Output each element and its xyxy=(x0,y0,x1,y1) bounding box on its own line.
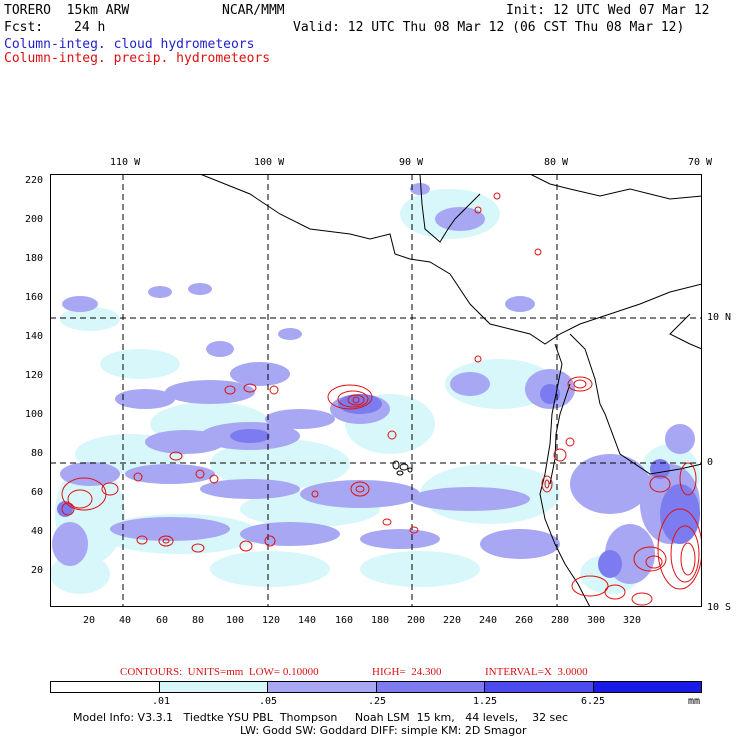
model-title: TORERO 15km ARW xyxy=(4,3,130,18)
y-tick: 120 xyxy=(25,370,44,381)
lat-label-10s: 10 S xyxy=(707,602,732,613)
legend-unit: mm xyxy=(688,696,701,707)
legend-swatch xyxy=(593,682,701,692)
x-tick: 220 xyxy=(443,615,462,626)
contours-units: CONTOURS: UNITS=mm LOW= 0.10000 xyxy=(120,666,319,678)
x-tick: 100 xyxy=(226,615,245,626)
y-tick: 160 xyxy=(25,292,44,303)
legend-swatch xyxy=(376,682,485,692)
x-tick: 120 xyxy=(262,615,281,626)
x-tick: 140 xyxy=(298,615,317,626)
field-precip-label: Column-integ. precip. hydrometeors xyxy=(4,51,271,66)
y-tick: 20 xyxy=(31,565,44,576)
map-frame xyxy=(50,174,702,607)
contours-interval: INTERVAL=X 3.0000 xyxy=(485,666,588,678)
contours-high: HIGH= 24.300 xyxy=(372,666,442,678)
lon-label-70w: 70 W xyxy=(688,157,713,168)
y-tick: 80 xyxy=(31,448,44,459)
valid-time: Valid: 12 UTC Thu 08 Mar 12 (06 CST Thu … xyxy=(293,20,685,35)
x-tick: 280 xyxy=(551,615,570,626)
x-tick: 80 xyxy=(192,615,205,626)
x-tick: 20 xyxy=(83,615,96,626)
forecast-hours: 24 h xyxy=(74,20,106,35)
legend-label: 1.25 xyxy=(473,696,498,707)
y-tick: 220 xyxy=(25,175,44,186)
center-label: NCAR/MMM xyxy=(222,3,285,18)
precip-contours xyxy=(61,192,702,606)
lat-lon-grid xyxy=(50,174,702,607)
model-info-line2: LW: Godd SW: Goddard DIFF: simple KM: 2D… xyxy=(240,724,527,737)
x-tick: 160 xyxy=(335,615,354,626)
field-cloud-label: Column-integ. cloud hydrometeors xyxy=(4,37,255,52)
legend-swatch xyxy=(268,682,377,692)
coastlines xyxy=(199,174,702,607)
legend-label: .01 xyxy=(152,696,171,707)
x-tick: 260 xyxy=(515,615,534,626)
y-tick: 100 xyxy=(25,409,44,420)
forecast-label: Fcst: xyxy=(4,20,44,35)
x-tick: 60 xyxy=(156,615,169,626)
lon-label-80w: 80 W xyxy=(544,157,569,168)
hydrometeor-map xyxy=(50,174,702,607)
lon-label-110w: 110 W xyxy=(110,157,141,168)
legend-swatch xyxy=(485,682,594,692)
init-time: Init: 12 UTC Wed 07 Mar 12 xyxy=(506,3,710,18)
galapagos-islands xyxy=(392,460,413,476)
x-tick: 300 xyxy=(587,615,606,626)
y-tick: 180 xyxy=(25,253,44,264)
lon-label-90w: 90 W xyxy=(399,157,424,168)
legend-swatch xyxy=(159,682,268,692)
y-tick: 200 xyxy=(25,214,44,225)
lat-label-10n: 10 N xyxy=(707,312,732,323)
lat-label-0: 0 xyxy=(707,457,714,468)
legend-label: 6.25 xyxy=(581,696,606,707)
legend-label: .25 xyxy=(368,696,387,707)
lon-label-100w: 100 W xyxy=(254,157,285,168)
x-tick: 200 xyxy=(407,615,426,626)
y-tick: 140 xyxy=(25,331,44,342)
x-tick: 240 xyxy=(479,615,498,626)
x-tick: 320 xyxy=(623,615,642,626)
legend-label: .05 xyxy=(259,696,278,707)
legend-swatch xyxy=(51,682,160,692)
x-tick: 40 xyxy=(119,615,132,626)
y-tick: 60 xyxy=(31,487,44,498)
legend-colorbar xyxy=(50,681,702,693)
x-tick: 180 xyxy=(371,615,390,626)
y-tick: 40 xyxy=(31,526,44,537)
model-info-line1: Model Info: V3.3.1 Tiedtke YSU PBL Thomp… xyxy=(73,711,569,724)
